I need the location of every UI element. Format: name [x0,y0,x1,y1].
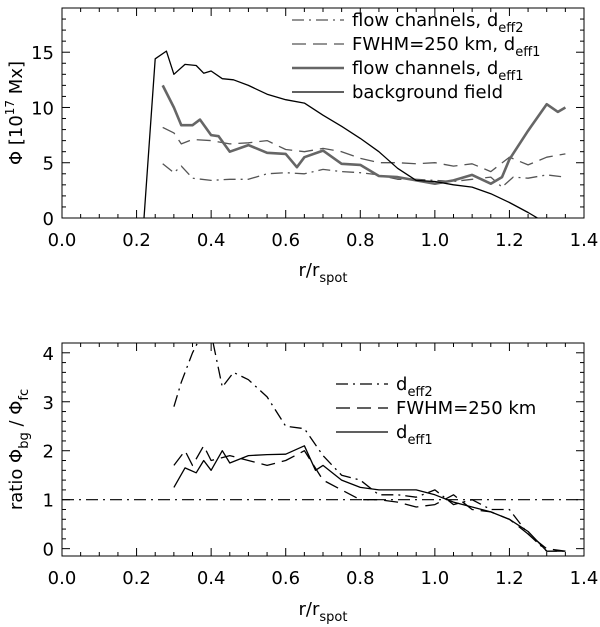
bottom-series [62,343,584,552]
top-x-axis-label-main: r/r [299,260,320,281]
y-tick-label: 5 [43,154,54,175]
legend-label-0: flow channels, deff2 [352,10,524,36]
bottom-y-axis-label-part1: ratio Φ [6,449,27,510]
top-y-axis-label: Φ [1017 Mx] [3,61,27,165]
legend-label-main: background field [352,82,503,103]
y-tick-label: 3 [43,393,54,414]
y-tick-label: 10 [31,98,54,119]
x-tick-label: 0.6 [271,230,300,251]
series-line-1 [162,126,566,173]
series-line-2 [161,84,567,185]
legend-label-sub: eff1 [498,69,523,84]
legend-label-2: flow channels, deff1 [352,58,524,84]
legend-label-1: FWHM=250 km, deff1 [352,34,540,60]
x-tick-label: 0.2 [122,230,151,251]
bottom-x-axis-label: r/rspot [299,599,348,625]
x-tick-label: 0.8 [346,568,375,589]
y-tick-label: 0 [43,540,54,561]
top-y-axis-label-part3: Mx] [6,61,27,100]
bottom-plot-frame [61,342,585,557]
legend-label-2: deff1 [396,422,433,448]
top-x-axis-label-sub: spot [319,271,347,286]
y-tick-label: 15 [31,43,54,64]
y-tick-label: 0 [43,209,54,230]
x-tick-label: 0.0 [48,230,77,251]
top-x-ticks: 0.0 0.2 0.4 0.6 0.8 1.0 1.2 1.4 [48,8,599,251]
y-tick-label: 4 [43,344,54,365]
series-line-0 [162,163,566,188]
legend-label-0: deff2 [396,374,433,400]
x-tick-label: 1.0 [421,230,450,251]
legend-label-main: FWHM=250 km [396,398,536,419]
series-line-2 [173,445,566,552]
x-tick-label: 1.2 [495,568,524,589]
legend-label-3: background field [352,82,503,103]
x-tick-label: 0.4 [197,230,226,251]
legend-label-sub: eff1 [515,45,540,60]
bottom-y-axis-label-sub-fc: fc [17,389,32,401]
top-panel: 0.0 0.2 0.4 0.6 0.8 1.0 1.2 1.4 0 5 10 15 flow cha… [3,7,599,286]
x-tick-label: 0.4 [197,568,226,589]
bottom-y-axis-label-part3: / Φ [6,401,27,433]
legend-label-main: FWHM=250 km, d [352,34,515,55]
top-y-axis-label-part1: Φ [10 [6,115,27,165]
legend-label-sub: eff1 [407,433,432,448]
legend-label-sub: eff2 [407,385,432,400]
x-tick-label: 0.0 [48,568,77,589]
bottom-x-axis-label-sub: spot [319,610,347,625]
bottom-y-ticks: 0 1 2 3 4 [43,344,584,561]
x-tick-label: 1.4 [570,568,599,589]
top-y-axis-label-exp: 17 [3,100,17,115]
legend-label-1: FWHM=250 km [396,398,536,419]
series-line-0 [173,343,566,552]
x-tick-label: 0.8 [346,230,375,251]
x-tick-label: 1.2 [495,230,524,251]
legend-label-main: flow channels, d [352,58,498,79]
y-tick-label: 2 [43,442,54,463]
legend-label-main: flow channels, d [352,10,498,31]
bottom-y-axis-label: ratio Φbg / Φfc [6,389,32,510]
legend-label-main: d [396,374,407,395]
x-tick-label: 0.6 [271,568,300,589]
y-tick-label: 1 [43,491,54,512]
legend-label-main: d [396,422,407,443]
legend-label-sub: eff2 [498,21,523,36]
series-line-3 [143,50,539,218]
x-tick-label: 1.4 [570,230,599,251]
top-y-ticks: 0 5 10 15 [31,18,584,230]
bottom-x-ticks: 0.0 0.2 0.4 0.6 0.8 1.0 1.2 1.4 [48,343,599,589]
top-x-axis-label: r/rspot [299,260,348,286]
top-series [143,50,567,218]
x-tick-label: 0.2 [122,568,151,589]
bottom-y-axis-label-sub-bg: bg [17,432,32,449]
x-tick-label: 1.0 [421,568,450,589]
bottom-x-axis-label-main: r/r [299,599,320,620]
